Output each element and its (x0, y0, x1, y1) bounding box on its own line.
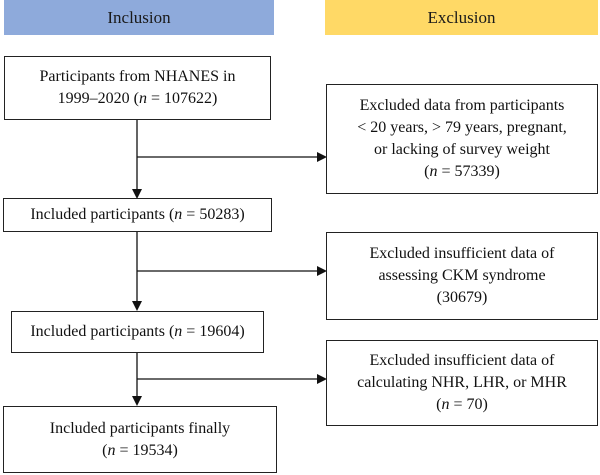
box-excluded1-line4: (n = 57339) (424, 163, 500, 180)
box-final-line1: Included participants finally (49, 419, 231, 437)
box-included-final: Included participants finally (n = 19534… (3, 406, 277, 473)
inclusion-header: Inclusion (4, 0, 274, 35)
box-excluded1-line2: < 20 years, > 79 years, pregnant, (357, 119, 567, 136)
box-included-participants-2: Included participants (n = 19604) (11, 311, 264, 353)
box-excluded-age-pregnant-weight: Excluded data from participants < 20 yea… (326, 84, 598, 194)
box-excluded3-line2: calculating NHR, LHR, or MHR (357, 374, 567, 391)
box-excluded3-line3: (n = 70) (436, 396, 488, 413)
box-included2-text: Included participants (n = 19604) (30, 323, 245, 340)
box-excluded2-line1: Excluded insufficient data of (369, 245, 555, 262)
box-final-line2: (n = 19534) (102, 441, 178, 459)
box-excluded1-line1: Excluded data from participants (359, 97, 565, 114)
exclusion-header: Exclusion (325, 0, 598, 35)
box-start-line1: Participants from NHANES in (39, 68, 236, 85)
box-participants-nhanes: Participants from NHANES in 1999–2020 (n… (4, 56, 271, 120)
box-excluded1-line3: or lacking of survey weight (374, 141, 550, 158)
box-excluded-nhr-lhr-mhr: Excluded insufficient data of calculatin… (326, 340, 598, 426)
box-excluded3-line1: Excluded insufficient data of (369, 352, 555, 369)
box-excluded2-line2: assessing CKM syndrome (378, 267, 546, 284)
box-start-line2: 1999–2020 (n = 107622) (57, 90, 218, 107)
box-included1-text: Included participants (n = 50283) (30, 206, 245, 223)
box-included-participants-1: Included participants (n = 50283) (3, 198, 272, 232)
box-excluded2-line3: (30679) (436, 289, 488, 306)
box-excluded-ckm-syndrome: Excluded insufficient data of assessing … (326, 232, 598, 320)
